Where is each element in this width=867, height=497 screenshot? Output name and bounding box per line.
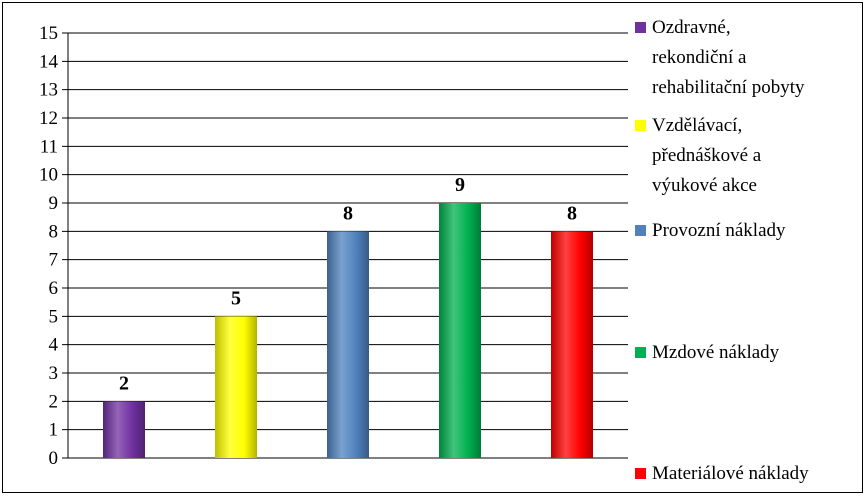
legend-label: rekondiční a	[652, 47, 747, 68]
bar	[551, 231, 593, 458]
y-tick-label: 7	[49, 250, 59, 271]
legend-label: Ozdravné,	[652, 17, 731, 38]
legend-swatch	[635, 120, 646, 131]
data-label: 5	[231, 287, 241, 309]
legend-label: Mzdové náklady	[652, 342, 780, 363]
y-tick-label: 3	[49, 363, 59, 384]
data-label: 8	[343, 202, 353, 224]
legend-label: Materiálové náklady	[652, 463, 809, 484]
legend-swatch	[635, 22, 646, 33]
bar	[215, 316, 257, 458]
y-tick-label: 0	[49, 448, 59, 469]
y-tick-label: 1	[49, 420, 59, 441]
legend-swatch	[635, 225, 646, 236]
legend-swatch	[635, 347, 646, 358]
data-label: 9	[455, 174, 465, 196]
y-tick-label: 15	[39, 23, 58, 44]
y-tick-label: 6	[49, 278, 59, 299]
y-tick-label: 13	[39, 80, 58, 101]
y-tick-label: 8	[49, 221, 59, 242]
y-tick-label: 11	[40, 136, 58, 157]
data-label: 2	[119, 372, 129, 394]
legend-label: Provozní náklady	[652, 220, 786, 241]
legend-label: přednáškové a	[652, 145, 762, 166]
bar	[439, 203, 481, 458]
y-tick-label: 9	[49, 193, 59, 214]
y-tick-label: 5	[49, 306, 59, 327]
legend-label: výukové akce	[652, 175, 757, 196]
y-tick-label: 10	[39, 165, 58, 186]
data-label: 8	[567, 202, 577, 224]
bar	[103, 401, 145, 458]
bar-chart: 012345678910111213141525898Ozdravné,reko…	[39, 17, 809, 484]
y-tick-label: 12	[39, 108, 58, 129]
bar	[327, 231, 369, 458]
y-tick-label: 4	[49, 335, 59, 356]
legend-label: rehabilitační pobyty	[652, 77, 805, 98]
y-tick-label: 14	[39, 51, 59, 72]
legend-label: Vzdělávací,	[652, 115, 742, 136]
legend-swatch	[635, 468, 646, 479]
y-tick-label: 2	[49, 391, 59, 412]
